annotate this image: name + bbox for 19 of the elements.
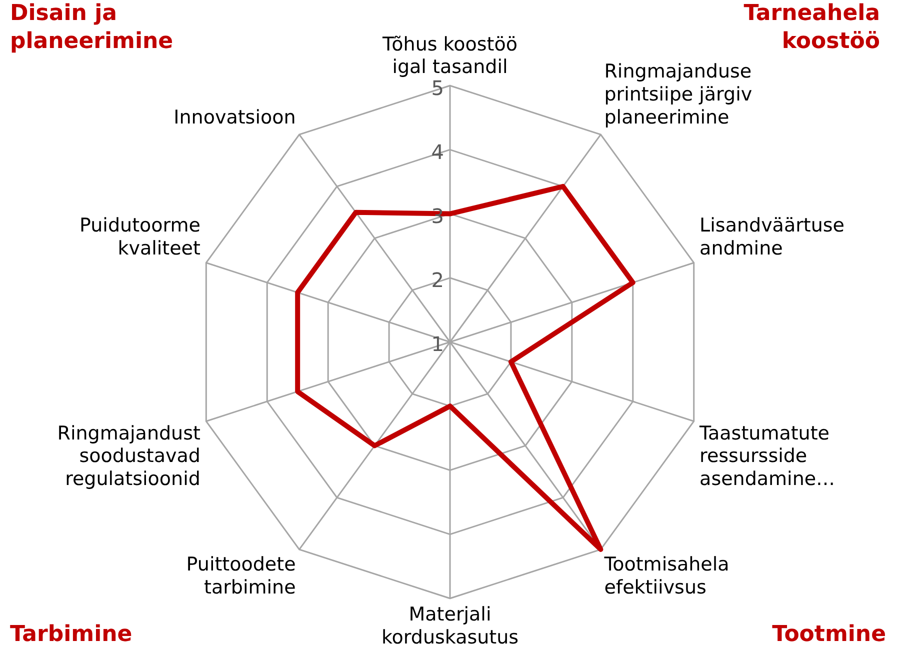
text: Tootmine	[771, 621, 886, 649]
spoke-label: Ringmajandust soodustavad regulatsioonid	[57, 422, 200, 490]
y-tick-label: 4	[431, 140, 444, 164]
spoke-label: Tõhus koostöö igal tasandil	[382, 33, 518, 78]
text: Tarneahela koostöö	[742, 0, 880, 56]
spoke-label: Tootmisahela efektiivsus	[603, 554, 730, 598]
spoke-label: Materjali korduskasutus	[381, 604, 519, 649]
text: Disain ja planeerimine	[10, 0, 174, 56]
spoke-label: Ringmajanduse printsiipe järgiv planeerimine	[604, 60, 752, 128]
y-tick-label: 5	[431, 76, 444, 100]
text: Tarbimine	[10, 621, 134, 649]
spoke-label: Puittoodete tarbimine	[186, 554, 296, 598]
spoke-label: Innovatsioon	[174, 106, 296, 128]
y-tick-label: 2	[431, 268, 444, 292]
spoke-label: Taastumatute ressursside asendamine…	[698, 422, 836, 490]
y-tick-label: 3	[431, 204, 444, 228]
spoke-label: Puidutoorme kvaliteet	[80, 214, 200, 260]
spoke-label: Lisandväärtuse andmine	[700, 214, 844, 260]
y-tick-label: 1	[431, 332, 444, 356]
